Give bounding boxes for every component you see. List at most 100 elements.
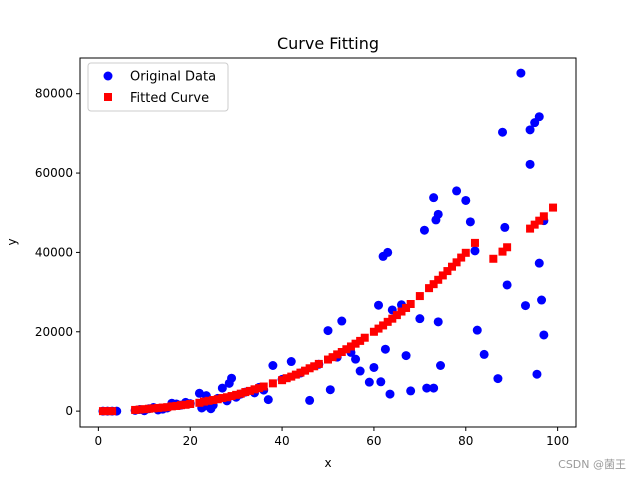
fitted-curve-point (296, 368, 305, 377)
fitted-curve-point (259, 382, 268, 391)
fitted-curve-point (200, 397, 208, 406)
y-tick-label: 0 (65, 404, 73, 418)
fitted-curve-point (388, 314, 397, 323)
fitted-curve-point (498, 247, 507, 256)
original-data-point (539, 330, 549, 340)
original-data-point (305, 395, 315, 405)
original-data-point (429, 193, 439, 203)
original-data-point (369, 362, 379, 372)
fitted-curve-point (438, 271, 447, 280)
original-data-point (452, 186, 462, 196)
fitted-curve-point (503, 243, 512, 252)
original-data-point (433, 209, 443, 219)
fitted-curve-point (402, 303, 411, 312)
fitted-curve-point (149, 404, 158, 413)
fitted-curve-point (227, 392, 236, 401)
original-data-point (323, 326, 333, 336)
data-points (98, 68, 558, 416)
fitted-curve-point (434, 275, 443, 284)
legend-label-fitted: Fitted Curve (130, 91, 209, 106)
original-data-point (500, 222, 510, 232)
fitted-curve-point (333, 350, 342, 359)
fitted-curve-point (204, 396, 213, 405)
original-data-point (286, 357, 296, 367)
original-data-point (493, 374, 503, 384)
fitted-curve-point (287, 372, 296, 381)
fitted-curve-point (443, 267, 452, 276)
original-data-point (383, 247, 393, 257)
original-data-point (337, 316, 347, 326)
watermark: CSDN @菌王 (558, 458, 626, 471)
original-data-point (374, 300, 384, 310)
fitted-curve-point (461, 248, 470, 257)
fitted-curve-point (140, 405, 149, 414)
fitted-curve-point (250, 385, 259, 394)
fitted-curve-point (470, 238, 479, 247)
original-data-point (355, 366, 365, 376)
fitted-curve-point (489, 254, 498, 263)
x-tick-label: 40 (274, 434, 289, 448)
fitted-curve-point (245, 386, 254, 395)
y-tick-label: 60000 (35, 166, 73, 180)
original-data-point (534, 112, 544, 122)
fitted-curve-point (328, 353, 337, 362)
original-data-point (263, 395, 273, 405)
legend-label-original: Original Data (130, 70, 216, 85)
fitted-curve-point (181, 400, 190, 409)
x-axis-label: x (324, 456, 331, 470)
original-data-point (227, 373, 237, 383)
original-data-point (385, 389, 395, 399)
original-data-point (479, 349, 489, 359)
x-tick-label: 100 (546, 434, 569, 448)
fitted-curve-point (324, 355, 332, 364)
original-data-point (351, 354, 361, 364)
x-tick-label: 60 (366, 434, 381, 448)
fitted-curve-point (305, 364, 314, 373)
fitted-curve-point (167, 402, 176, 411)
original-data-point (525, 125, 535, 135)
fitted-curve-point (172, 401, 181, 410)
original-data-point (461, 195, 471, 205)
fitted-curve-point (369, 327, 378, 336)
fitted-curve-point (103, 407, 112, 416)
x-axis-ticks: 0 20 40 60 80 100 (95, 427, 569, 448)
legend-box (87, 62, 229, 112)
original-data-point (406, 386, 416, 396)
fitted-curve-point (392, 311, 401, 320)
original-data-point (419, 225, 429, 235)
fitted-curve-point (209, 396, 218, 405)
y-tick-label: 20000 (35, 325, 73, 339)
fitted-curve-point (213, 395, 222, 404)
original-data-point (433, 317, 443, 327)
fitted-curve-point (452, 258, 461, 267)
fitted-curve-point (158, 403, 167, 412)
original-data-point (472, 325, 482, 335)
fitted-curve-point (195, 398, 204, 407)
legend: Original Data Fitted Curve (87, 62, 229, 112)
fitted-curve-point (530, 220, 539, 229)
fitted-curve-point (301, 366, 310, 375)
plot-area (79, 57, 577, 428)
original-data-point (217, 383, 227, 393)
original-data-point (429, 383, 439, 393)
fitted-curve-point (346, 342, 355, 351)
original-data-point (537, 295, 547, 305)
fitted-curve-point (425, 284, 434, 293)
x-tick-label: 80 (458, 434, 473, 448)
fitted-curve-point (154, 403, 163, 412)
fitted-curve-point (135, 405, 144, 414)
fitted-curve-point (356, 336, 365, 345)
original-data-point (380, 344, 390, 354)
original-data-point (498, 127, 508, 137)
original-data-point (465, 217, 475, 227)
chart-title: Curve Fitting (277, 34, 379, 53)
fitted-curve-point (222, 393, 231, 402)
fitted-curve-point (278, 376, 287, 385)
fitted-curve-point (379, 321, 388, 330)
fitted-curve-point (241, 388, 250, 397)
fitted-curve-point (236, 389, 245, 398)
original-data-point (502, 280, 512, 290)
fitted-curve-point (310, 362, 319, 371)
x-tick-label: 20 (183, 434, 198, 448)
